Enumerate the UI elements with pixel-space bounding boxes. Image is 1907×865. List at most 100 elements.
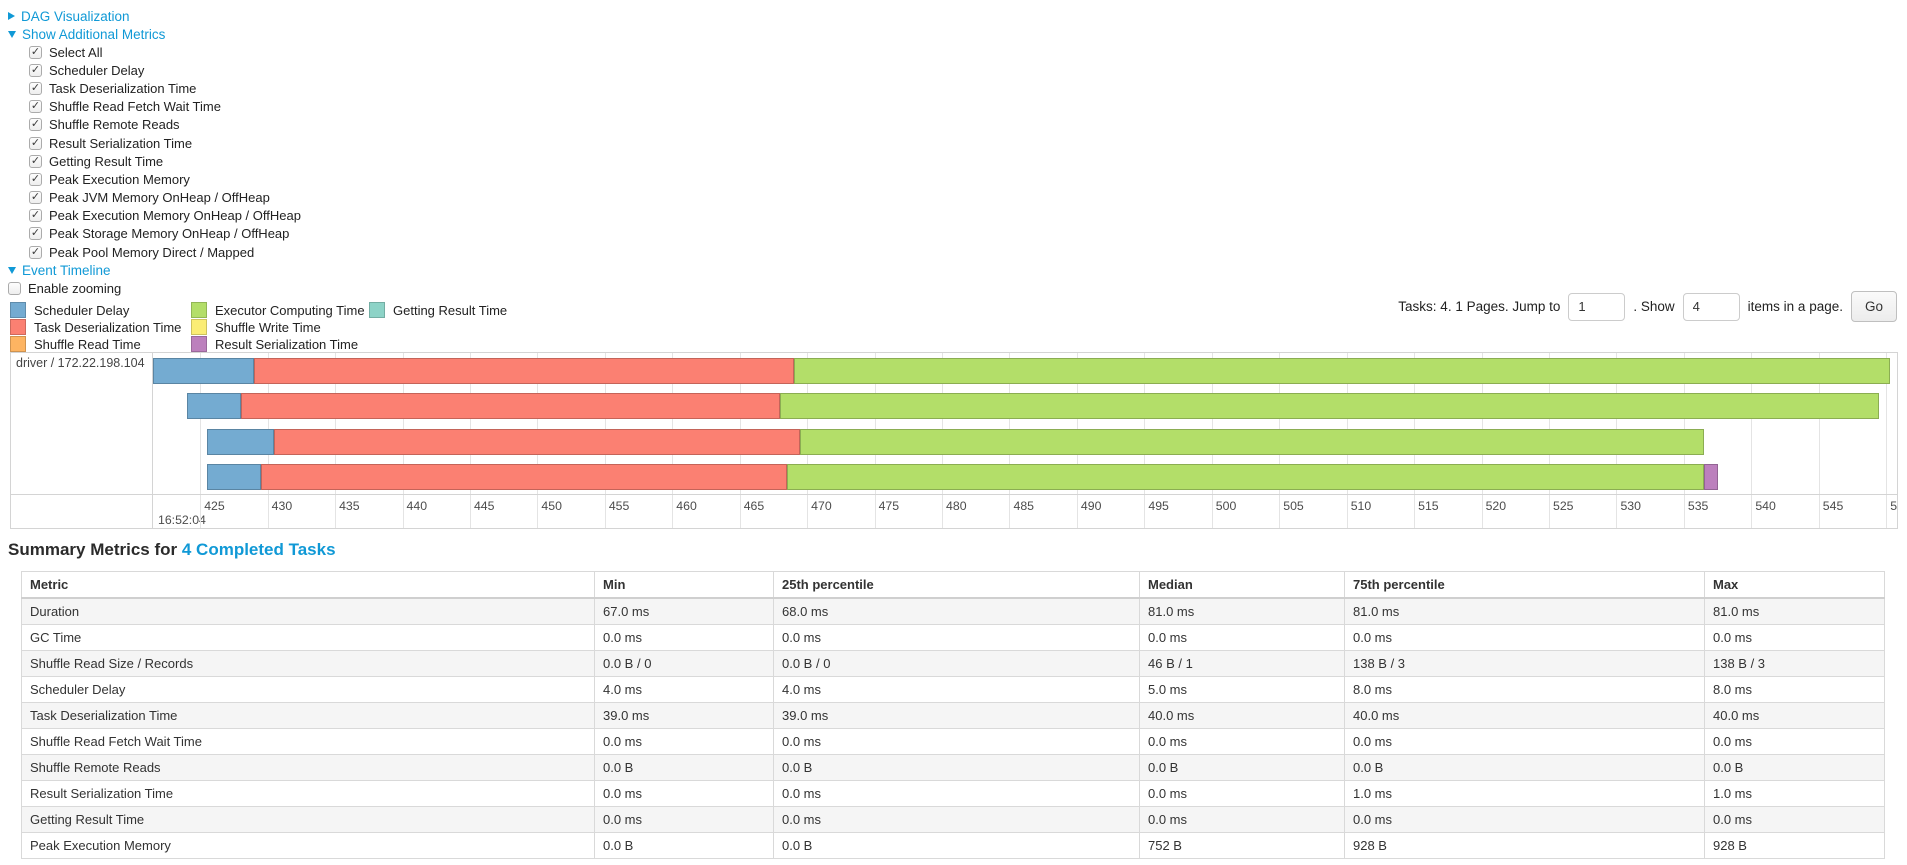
metric-checkbox[interactable]: ✓ bbox=[29, 136, 42, 150]
x-axis-tick-label: 430 bbox=[271, 499, 293, 513]
x-axis-tick-label: 475 bbox=[878, 499, 900, 513]
legend-swatch bbox=[10, 336, 26, 352]
event-timeline-chart: driver / 172.22.198.104 16:52:04 425 430 4… bbox=[10, 352, 1898, 529]
executor-group-label: driver / 172.22.198.104 bbox=[16, 356, 145, 370]
task-bar-segment[interactable] bbox=[800, 428, 1705, 455]
metric-checkbox-row: ✓ Getting Result Time bbox=[29, 152, 301, 170]
event-timeline-toggle[interactable]: Event Timeline bbox=[8, 261, 301, 279]
items-per-page-input[interactable] bbox=[1682, 292, 1740, 321]
table-cell: 0.0 ms bbox=[1344, 728, 1705, 755]
table-row: Getting Result Time 0.0 ms 0.0 ms 0.0 ms 0.0… bbox=[21, 806, 1885, 833]
table-row: Shuffle Remote Reads 0.0 B 0.0 B 0.0 B 0.0 B… bbox=[21, 754, 1885, 781]
summary-metrics-title: Summary Metrics for 4 Completed Tasks bbox=[8, 540, 336, 560]
metric-checkbox-row: ✓ Shuffle Read Fetch Wait Time bbox=[29, 98, 301, 116]
task-bar-segment[interactable] bbox=[240, 393, 781, 419]
task-bar-segment[interactable] bbox=[780, 393, 1880, 419]
table-header-cell: Min bbox=[594, 571, 774, 599]
x-axis-tick-label: 500 bbox=[1215, 499, 1237, 513]
task-bar-segment[interactable] bbox=[260, 464, 787, 490]
axis-separator-line bbox=[11, 494, 1897, 495]
legend-label: Executor Computing Time bbox=[215, 302, 365, 318]
metric-checkbox-label: Result Serialization Time bbox=[49, 135, 193, 151]
table-cell: 0.0 B bbox=[594, 754, 774, 781]
task-bar-segment[interactable] bbox=[186, 393, 241, 419]
x-axis-tick-label: 550 bbox=[1890, 499, 1897, 513]
summary-metrics-table: Metric Min 25th percentile Median 75th perce… bbox=[21, 571, 1885, 859]
metric-checkbox-row: ✓ Peak JVM Memory OnHeap / OffHeap bbox=[29, 189, 301, 207]
metric-checkbox-row: ✓ Result Serialization Time bbox=[29, 134, 301, 152]
table-cell: 928 B bbox=[1704, 832, 1885, 859]
table-cell: 928 B bbox=[1344, 832, 1705, 859]
table-cell: 0.0 ms bbox=[1704, 806, 1885, 833]
table-cell: 81.0 ms bbox=[1139, 597, 1345, 625]
metric-checkbox[interactable]: ✓ bbox=[29, 245, 42, 259]
table-cell: 0.0 B bbox=[773, 832, 1140, 859]
table-cell: 81.0 ms bbox=[1344, 597, 1705, 625]
task-bar-segment[interactable] bbox=[206, 464, 261, 490]
legend-swatch bbox=[369, 302, 385, 318]
additional-metrics-list: ✓ Select All ✓ Scheduler Delay ✓ Task De… bbox=[8, 43, 301, 261]
table-cell: 0.0 ms bbox=[1139, 728, 1345, 755]
x-axis-tick-label: 520 bbox=[1485, 499, 1507, 513]
task-bar-segment[interactable] bbox=[786, 464, 1705, 490]
legend-item: Getting Result Time bbox=[369, 302, 507, 318]
metric-checkbox[interactable]: ✓ bbox=[29, 81, 42, 95]
gridline bbox=[1818, 353, 1820, 528]
gridline bbox=[1886, 353, 1888, 528]
table-header-cell: Median bbox=[1139, 571, 1345, 599]
legend-item: Executor Computing Time bbox=[191, 302, 369, 318]
metric-checkbox-row: ✓ Shuffle Remote Reads bbox=[29, 116, 301, 134]
task-bar-segment[interactable] bbox=[793, 357, 1891, 384]
metric-checkbox[interactable]: ✓ bbox=[29, 227, 42, 241]
timeline-plot-area: 16:52:04 425 430 435 440 445 450 455 460 465 470 4… bbox=[153, 353, 1897, 528]
task-bar-segment[interactable] bbox=[206, 428, 275, 455]
go-button[interactable]: Go bbox=[1850, 291, 1897, 322]
table-header-cell: Max bbox=[1704, 571, 1885, 599]
metric-checkbox-row: ✓ Peak Execution Memory bbox=[29, 170, 301, 188]
metric-checkbox-label: Shuffle Remote Reads bbox=[49, 117, 180, 133]
metric-checkbox[interactable]: ✓ bbox=[29, 154, 42, 168]
timeline-controls: DAG Visualization Show Additional Metric… bbox=[8, 7, 301, 297]
x-axis-tick-label: 495 bbox=[1148, 499, 1169, 513]
metric-checkbox-label: Scheduler Delay bbox=[49, 62, 145, 78]
metric-checkbox[interactable]: ✓ bbox=[29, 172, 42, 186]
table-row: Task Deserialization Time 39.0 ms 39.0 ms 4… bbox=[21, 702, 1885, 729]
metric-checkbox[interactable]: ✓ bbox=[29, 209, 42, 223]
jump-to-page-input[interactable] bbox=[1568, 292, 1626, 321]
table-row: GC Time 0.0 ms 0.0 ms 0.0 ms 0.0 ms 0.0 ms bbox=[21, 624, 1885, 651]
table-cell: 0.0 B bbox=[773, 754, 1140, 781]
x-axis-tick-label: 535 bbox=[1687, 499, 1709, 513]
show-additional-metrics-toggle[interactable]: Show Additional Metrics bbox=[8, 25, 301, 43]
table-cell: 4.0 ms bbox=[773, 676, 1140, 703]
enable-zooming-checkbox[interactable]: ✓ bbox=[8, 281, 21, 295]
table-cell: 138 B / 3 bbox=[1344, 650, 1705, 677]
legend-column: Executor Computing Time Shuffle Write Ti… bbox=[191, 302, 369, 352]
table-cell: 39.0 ms bbox=[594, 702, 774, 729]
table-cell: 40.0 ms bbox=[1704, 702, 1885, 729]
table-cell: 0.0 ms bbox=[1344, 806, 1705, 833]
dag-visualization-toggle[interactable]: DAG Visualization bbox=[8, 7, 301, 25]
x-axis-tick-label: 515 bbox=[1418, 499, 1439, 513]
task-bar-segment[interactable] bbox=[274, 428, 801, 455]
completed-tasks-link[interactable]: 4 Completed Tasks bbox=[181, 540, 336, 559]
metric-checkbox[interactable]: ✓ bbox=[29, 45, 42, 59]
task-bar-segment[interactable] bbox=[254, 357, 794, 384]
task-bar-segment[interactable] bbox=[153, 357, 255, 384]
table-row: Result Serialization Time 0.0 ms 0.0 ms 0.0… bbox=[21, 780, 1885, 807]
legend-swatch bbox=[10, 319, 26, 335]
metric-checkbox-label: Peak Storage Memory OnHeap / OffHeap bbox=[49, 226, 290, 242]
table-cell: 40.0 ms bbox=[1344, 702, 1705, 729]
table-cell: GC Time bbox=[21, 624, 595, 651]
task-pagination: Tasks: 4. 1 Pages. Jump to . Show items … bbox=[1398, 291, 1897, 322]
event-timeline-label: Event Timeline bbox=[22, 262, 111, 278]
table-cell: Shuffle Read Size / Records bbox=[21, 650, 595, 677]
metric-checkbox[interactable]: ✓ bbox=[29, 191, 42, 205]
legend-item: Shuffle Read Time bbox=[10, 336, 191, 352]
metric-checkbox[interactable]: ✓ bbox=[29, 63, 42, 77]
metric-checkbox[interactable]: ✓ bbox=[29, 100, 42, 114]
legend-swatch bbox=[191, 336, 207, 352]
legend-label: Task Deserialization Time bbox=[34, 319, 182, 335]
task-bar-segment[interactable] bbox=[1704, 464, 1718, 490]
metric-checkbox[interactable]: ✓ bbox=[29, 118, 42, 132]
table-cell: 752 B bbox=[1139, 832, 1345, 859]
